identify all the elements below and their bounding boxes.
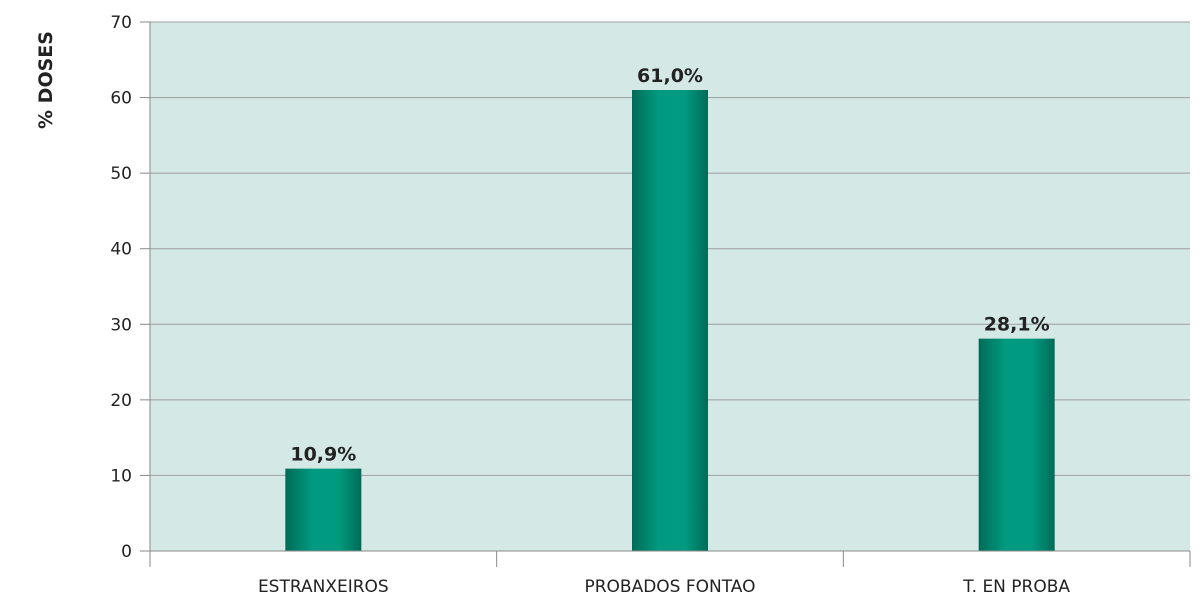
y-tick-label: 0 (121, 542, 132, 562)
y-tick-label: 20 (110, 391, 132, 411)
x-category-label: T. EN PROBA (962, 577, 1070, 597)
bar (632, 90, 708, 551)
y-tick-label: 40 (110, 240, 132, 260)
labels: 0 10 20 30 40 50 60 70 10,9% ESTRANXEIROS 61,0% PRO… (110, 13, 1070, 597)
axes (140, 21, 1191, 567)
bar (978, 338, 1055, 551)
x-category-label: ESTRANXEIROS (258, 577, 389, 597)
bars (285, 90, 1055, 551)
y-tick-label: 30 (110, 315, 132, 335)
data-label: 61,0% (637, 65, 703, 87)
x-category-label: PROBADOS FONTAO (584, 577, 755, 597)
data-label: 28,1% (984, 314, 1050, 336)
y-tick-label: 50 (110, 164, 132, 184)
y-tick-label: 70 (110, 13, 132, 33)
data-label: 10,9% (290, 444, 356, 466)
y-axis-label: % DOSES (35, 31, 57, 129)
bar (285, 468, 362, 551)
y-tick-label: 10 (110, 466, 132, 486)
y-tick-label: 60 (110, 89, 132, 109)
